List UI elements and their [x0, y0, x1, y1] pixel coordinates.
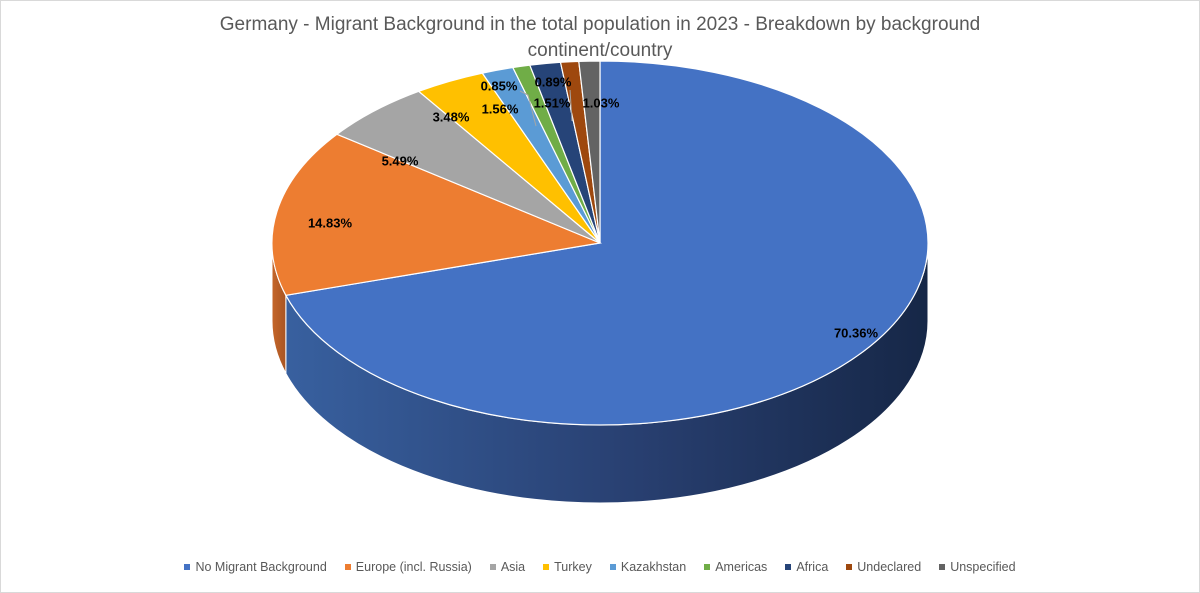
legend-item-africa: Africa	[785, 560, 828, 574]
legend-item-kazakhstan: Kazakhstan	[609, 560, 687, 574]
legend-item-asia: Asia	[489, 560, 526, 574]
legend-label-kazakhstan: Kazakhstan	[620, 560, 687, 574]
legend-swatch-americas	[704, 564, 711, 570]
legend-item-turkey: Turkey	[543, 560, 592, 574]
legend-label-americas: Americas	[715, 560, 768, 574]
chart-title-line1: Germany - Migrant Background in the tota…	[219, 14, 981, 35]
legend-swatch-kazakhstan	[609, 564, 616, 570]
data-label-europe-incl-russia: 14.83%	[308, 215, 353, 230]
legend-label-unspecified: Unspecified	[950, 560, 1016, 574]
legend-item-americas: Americas	[704, 560, 767, 574]
pie-slice-europe-incl-russia	[271, 133, 603, 296]
pie-slice-unspecified	[578, 60, 601, 244]
data-label-unspecified: 1.03%	[583, 95, 620, 110]
legend-label-undeclared: Undeclared	[857, 560, 922, 574]
pie-slice-no-migrant-background	[284, 60, 929, 426]
legend-swatch-undeclared	[846, 564, 853, 570]
data-label-asia: 5.49%	[382, 153, 419, 168]
legend-item-unspecified: Unspecified	[939, 560, 1016, 574]
legend-item-europe-incl-russia: Europe (incl. Russia)	[344, 560, 472, 574]
legend-item-undeclared: Undeclared	[846, 560, 921, 574]
chart-legend: No Migrant Background Europe (incl. Russi…	[0, 560, 1200, 574]
legend-swatch-asia	[489, 564, 496, 570]
legend-label-no-migrant-background: No Migrant Background	[195, 560, 327, 574]
data-label-kazakhstan: 1.56%	[482, 101, 519, 116]
data-label-americas: 0.85%	[481, 78, 518, 93]
legend-label-turkey: Turkey	[554, 560, 592, 574]
legend-swatch-turkey	[543, 564, 550, 570]
legend-item-no-migrant-background: No Migrant Background	[184, 560, 327, 574]
legend-swatch-africa	[785, 564, 792, 570]
chart-title: Germany - Migrant Background in the tota…	[150, 12, 1050, 64]
legend-label-africa: Africa	[796, 560, 829, 574]
data-label-undeclared: 0.89%	[535, 74, 572, 89]
chart-title-line2: continent/country	[527, 40, 673, 61]
legend-swatch-europe-incl-russia	[344, 564, 351, 570]
leader-line-americas	[519, 90, 537, 127]
leader-line-undeclared	[569, 89, 573, 122]
data-label-turkey: 3.48%	[433, 109, 470, 124]
legend-swatch-no-migrant-background	[184, 564, 191, 570]
legend-label-asia: Asia	[500, 560, 526, 574]
data-label-africa: 1.51%	[534, 95, 571, 110]
data-label-no-migrant-background: 70.36%	[834, 325, 879, 340]
legend-swatch-unspecified	[939, 564, 946, 570]
legend-label-europe-incl-russia: Europe (incl. Russia)	[355, 560, 472, 574]
